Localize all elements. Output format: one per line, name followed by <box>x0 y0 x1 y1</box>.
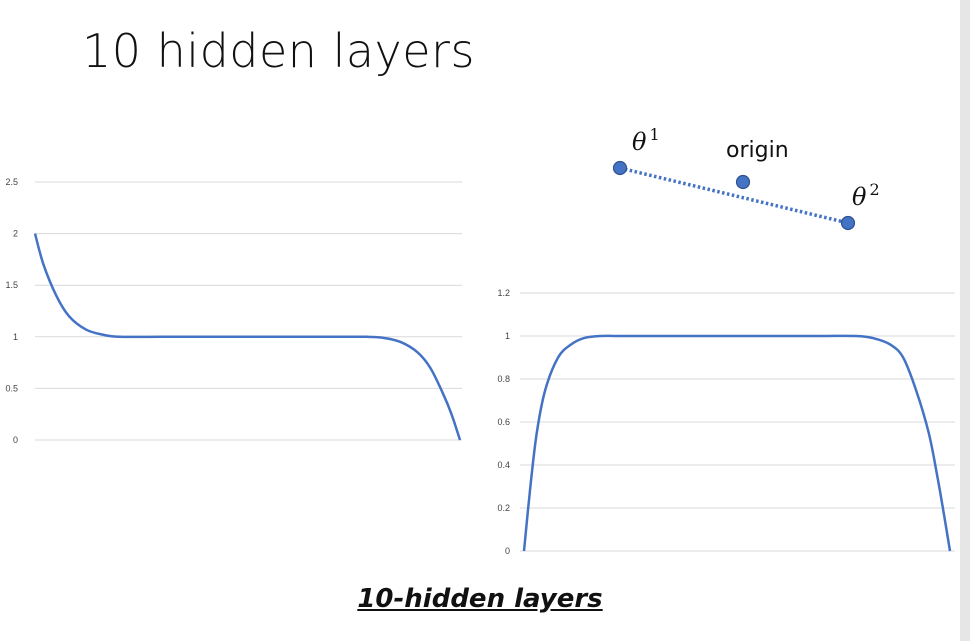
y-tick-label: 0.8 <box>497 374 510 384</box>
theta1-superscript: 1 <box>649 125 659 144</box>
y-tick-label: 0.4 <box>497 460 510 470</box>
y-tick-label: 0.5 <box>5 383 18 393</box>
y-tick-label: 1.2 <box>497 288 510 298</box>
y-tick-label: 1.5 <box>5 280 18 290</box>
slide-title: 10 hidden layers <box>82 24 475 78</box>
right-chart: 0 0.2 0.4 0.6 0.8 1 1.2 <box>497 288 955 556</box>
y-tick-label: 0 <box>13 435 18 445</box>
series-line <box>522 334 952 552</box>
y-tick-label: 2.5 <box>5 177 18 187</box>
theta2-superscript: 2 <box>869 180 879 199</box>
theta2-point <box>840 215 856 231</box>
theta1-symbol: θ <box>632 128 647 156</box>
y-tick-label: 1 <box>13 332 18 342</box>
slide-caption: 10-hidden layers <box>357 584 603 614</box>
theta1-point <box>612 160 628 176</box>
y-tick-label: 0.6 <box>497 417 510 427</box>
y-tick-label: 0.2 <box>497 503 510 513</box>
y-tick-label: 2 <box>13 229 18 239</box>
interpolation-dotted-line <box>619 166 849 225</box>
left-chart: 0 0.5 1 1.5 2 2.5 <box>5 177 462 445</box>
y-tick-label: 1 <box>505 331 510 341</box>
origin-point <box>735 174 751 190</box>
origin-label: origin <box>726 138 789 163</box>
theta2-symbol: θ <box>852 183 867 211</box>
series-line <box>33 233 462 441</box>
y-tick-label: 0 <box>505 546 510 556</box>
